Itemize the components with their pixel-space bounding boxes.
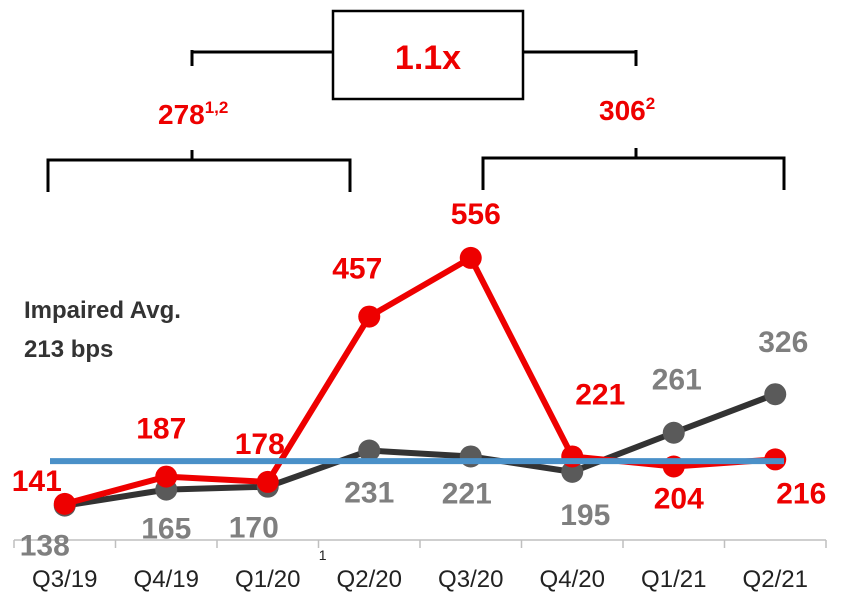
data-label-gray: 261: [652, 364, 702, 397]
series-point: [764, 383, 787, 406]
data-label-red: 204: [654, 483, 704, 516]
data-label-red: 141: [12, 465, 62, 498]
x-axis-labels: Q3/19 Q4/19 Q1/20 Q2/20 Q3/20 Q4/20 Q1/21 Q2/21…: [32, 547, 808, 593]
data-label-gray: 195: [560, 499, 610, 532]
right-bracket-shape: [481, 148, 786, 190]
data-label-red: 556: [451, 198, 501, 231]
series-line: [61, 391, 779, 509]
ratio-label: 1.1x: [395, 39, 461, 77]
impaired-avg-value: 213 bps: [24, 336, 113, 363]
data-label-layer: 141 187 178 457 556 221 204 216 138 165 170 231 221 1…: [12, 198, 827, 563]
ratio-box: [331, 9, 525, 101]
x-tick-label: Q1/20: [235, 566, 300, 593]
series-point: [53, 492, 76, 515]
right-bracket-label: 3062: [599, 94, 655, 126]
data-label-gray: 221: [442, 477, 492, 510]
x-tick-label: Q3/20: [438, 566, 503, 593]
series-point: [662, 421, 685, 444]
series-point: [358, 439, 381, 462]
impaired-avg-label: Impaired Avg.: [24, 297, 181, 324]
data-label-gray: 138: [20, 530, 70, 563]
left-bracket: 2781,2: [46, 98, 352, 192]
x-axis-tick-marks: [13, 540, 827, 548]
series-line: [61, 254, 779, 507]
data-label-gray: 326: [758, 326, 808, 359]
right-bracket: 3062: [481, 94, 786, 190]
data-label-gray: 231: [344, 477, 394, 510]
x-tick-footnote: 1: [319, 547, 327, 563]
series-point: [459, 246, 482, 269]
series-layer: [53, 246, 787, 517]
data-label-gray: 165: [141, 513, 191, 546]
x-tick-label: Q1/21: [641, 566, 706, 593]
x-tick-label: Q2/20: [337, 566, 402, 593]
series-point: [155, 465, 178, 488]
left-bracket-shape: [46, 150, 352, 192]
x-tick-label: Q4/19: [134, 566, 199, 593]
data-label-red: 216: [776, 477, 826, 510]
left-bracket-label: 2781,2: [158, 98, 228, 130]
data-label-red: 457: [332, 253, 382, 286]
series-point: [358, 305, 381, 328]
x-tick-label: Q3/19: [32, 566, 97, 593]
series-point: [561, 460, 584, 483]
data-label-gray: 170: [229, 512, 279, 545]
x-tick-label: Q4/20: [540, 566, 605, 593]
data-label-red: 221: [575, 378, 625, 411]
data-label-red: 178: [235, 428, 285, 461]
ratio-connector: 1.1x: [190, 9, 638, 101]
data-label-red: 187: [136, 413, 186, 446]
series-point: [256, 470, 279, 493]
x-tick-label: Q2/21: [743, 566, 808, 593]
